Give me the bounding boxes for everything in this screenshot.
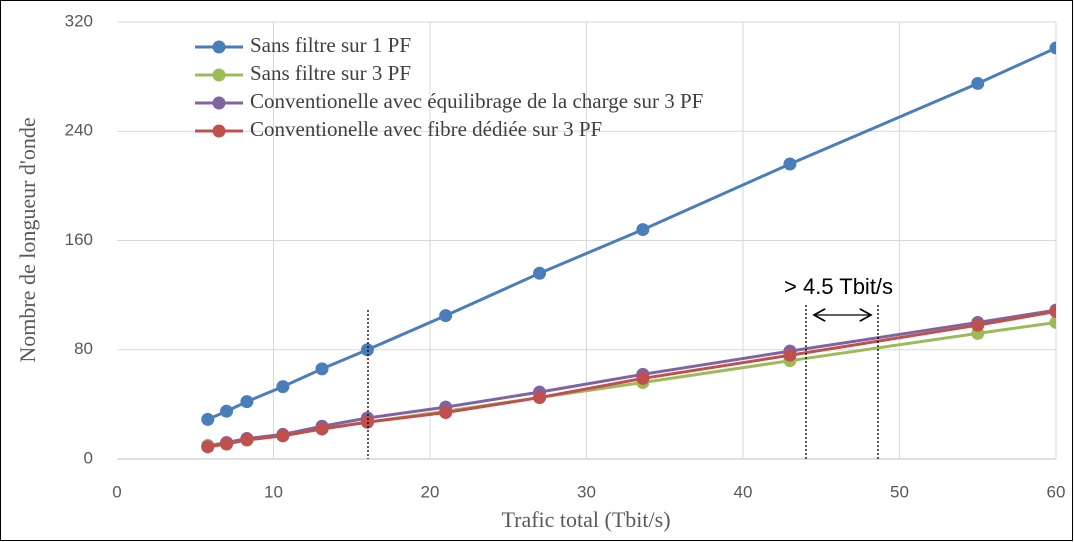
data-point (201, 412, 215, 426)
data-point (439, 309, 453, 323)
x-tick-label: 30 (577, 482, 596, 501)
x-tick-label: 50 (890, 482, 909, 501)
x-tick-label: 40 (734, 482, 753, 501)
y-tick-label: 80 (74, 339, 93, 358)
y-axis-label: Nombre de longueur d'onde (15, 117, 40, 362)
data-point (533, 266, 547, 280)
data-point (276, 380, 290, 394)
y-tick-label: 0 (84, 448, 93, 467)
y-tick-label: 160 (65, 230, 93, 249)
legend-marker (212, 96, 226, 110)
data-point (1049, 41, 1056, 55)
data-point (201, 440, 215, 454)
data-point (220, 437, 234, 451)
legend-marker (212, 40, 226, 54)
data-point (220, 404, 234, 418)
legend-label: Sans filtre sur 1 PF (250, 33, 411, 57)
x-tick-label: 0 (112, 482, 121, 501)
legend-label: Sans filtre sur 3 PF (250, 61, 411, 85)
y-tick-label: 240 (65, 121, 93, 140)
legend-label: Conventionelle avec équilibrage de la ch… (250, 89, 703, 113)
data-point (240, 433, 254, 447)
legend-marker (212, 68, 226, 82)
data-point (240, 395, 254, 409)
x-tick-label: 20 (421, 482, 440, 501)
legend-label: Conventionelle avec fibre dédiée sur 3 P… (250, 117, 602, 141)
data-point (276, 429, 290, 443)
x-tick-label: 10 (264, 482, 283, 501)
data-point (1049, 315, 1056, 329)
data-point (783, 157, 797, 171)
data-point (315, 422, 329, 436)
data-point (439, 406, 453, 420)
data-point (971, 76, 985, 90)
data-point (315, 362, 329, 376)
x-tick-label: 60 (1047, 482, 1066, 501)
data-point (783, 348, 797, 362)
data-point (636, 223, 650, 237)
data-point (533, 391, 547, 405)
y-tick-label: 320 (65, 11, 93, 30)
annotation: > 4.5 Tbit/s (784, 274, 893, 299)
data-point (1049, 305, 1056, 319)
x-axis-label: Trafic total (Tbit/s) (501, 507, 670, 532)
data-point (360, 343, 374, 357)
data-point (636, 371, 650, 385)
legend-marker (212, 124, 226, 138)
data-point (971, 318, 985, 332)
